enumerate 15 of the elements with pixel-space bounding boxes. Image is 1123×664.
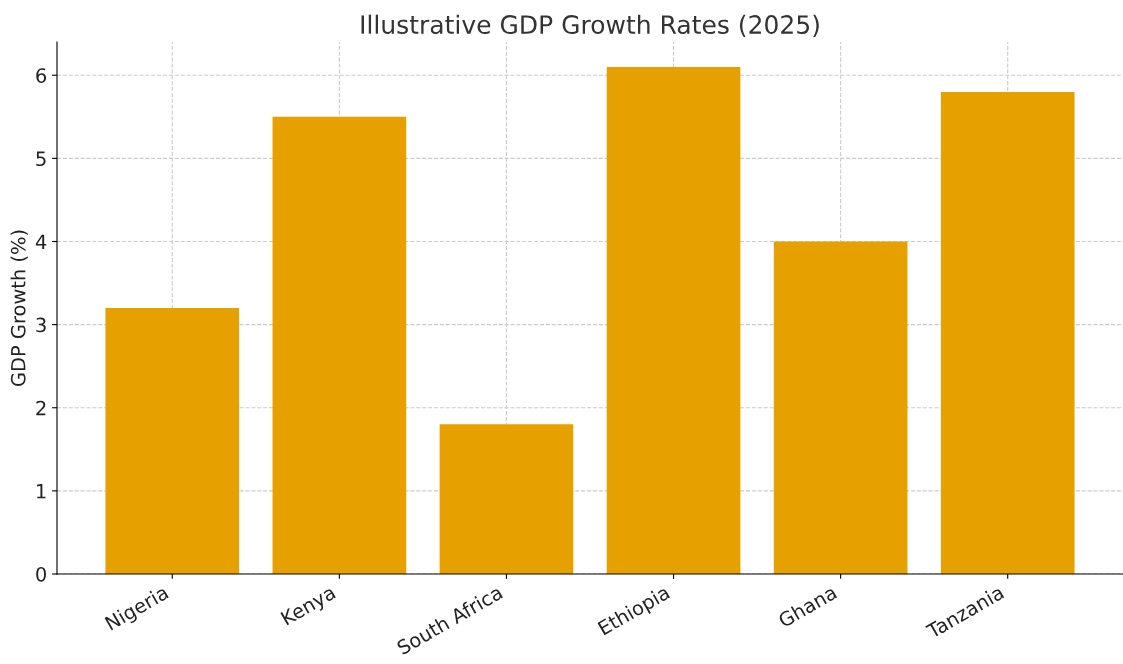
y-tick-label: 2: [36, 400, 46, 416]
y-tick-label: 6: [36, 68, 47, 83]
y-tick-label: 5: [36, 151, 46, 167]
y-tick-label: 4: [35, 234, 47, 249]
bar: [439, 424, 574, 574]
bar: [773, 241, 908, 574]
y-axis-title: GDP Growth (%): [10, 230, 28, 386]
y-tick-label: 3: [36, 317, 46, 333]
y-tick-label: 1: [37, 484, 46, 499]
bar: [272, 116, 407, 574]
bar: [940, 91, 1075, 574]
bar: [105, 308, 240, 574]
chart-title: Illustrative GDP Growth Rates (2025): [361, 14, 819, 37]
bar: [606, 66, 741, 574]
y-tick-label: 0: [36, 566, 46, 582]
